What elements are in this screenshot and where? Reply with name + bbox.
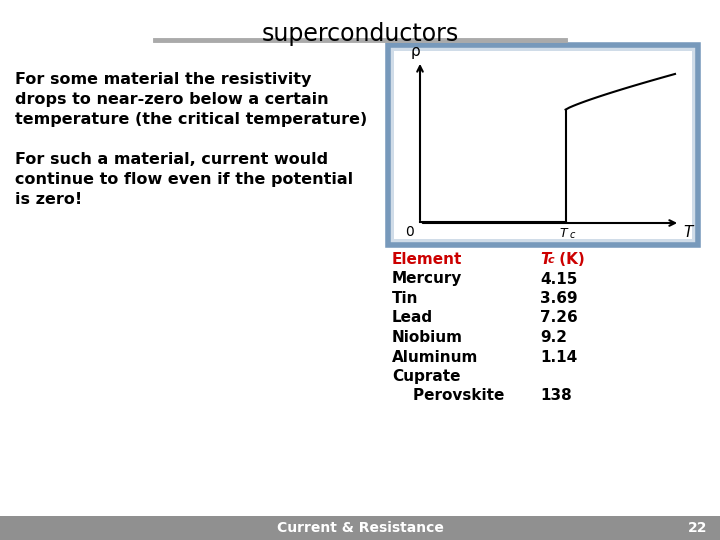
Text: Aluminum: Aluminum [392, 349, 478, 364]
Text: Lead: Lead [392, 310, 433, 326]
Text: continue to flow even if the potential: continue to flow even if the potential [15, 172, 353, 187]
Text: temperature (the critical temperature): temperature (the critical temperature) [15, 112, 367, 127]
FancyBboxPatch shape [388, 45, 698, 245]
FancyBboxPatch shape [0, 516, 720, 540]
Text: c: c [570, 230, 575, 240]
Text: Mercury: Mercury [392, 272, 462, 287]
Text: is zero!: is zero! [15, 192, 82, 207]
FancyBboxPatch shape [394, 51, 692, 239]
Text: 3.69: 3.69 [540, 291, 577, 306]
Text: (K): (K) [554, 252, 585, 267]
Text: 7.26: 7.26 [540, 310, 577, 326]
Text: T: T [559, 227, 567, 240]
Text: For some material the resistivity: For some material the resistivity [15, 72, 311, 87]
Text: Perovskite: Perovskite [392, 388, 505, 403]
Text: Niobium: Niobium [392, 330, 463, 345]
Text: Tin: Tin [392, 291, 418, 306]
Text: drops to near-zero below a certain: drops to near-zero below a certain [15, 92, 328, 107]
Text: Element: Element [392, 252, 462, 267]
Text: ρ: ρ [411, 44, 421, 59]
Text: 9.2: 9.2 [540, 330, 567, 345]
Text: c: c [548, 255, 554, 265]
Text: 22: 22 [688, 521, 708, 535]
Text: For such a material, current would: For such a material, current would [15, 152, 328, 167]
Text: Cuprate: Cuprate [392, 369, 461, 384]
Text: 138: 138 [540, 388, 572, 403]
Text: T: T [540, 252, 550, 267]
Text: 0: 0 [405, 225, 415, 239]
Text: 1.14: 1.14 [540, 349, 577, 364]
Text: T: T [683, 225, 693, 240]
Text: 4.15: 4.15 [540, 272, 577, 287]
Text: Current & Resistance: Current & Resistance [276, 521, 444, 535]
Text: superconductors: superconductors [261, 22, 459, 46]
